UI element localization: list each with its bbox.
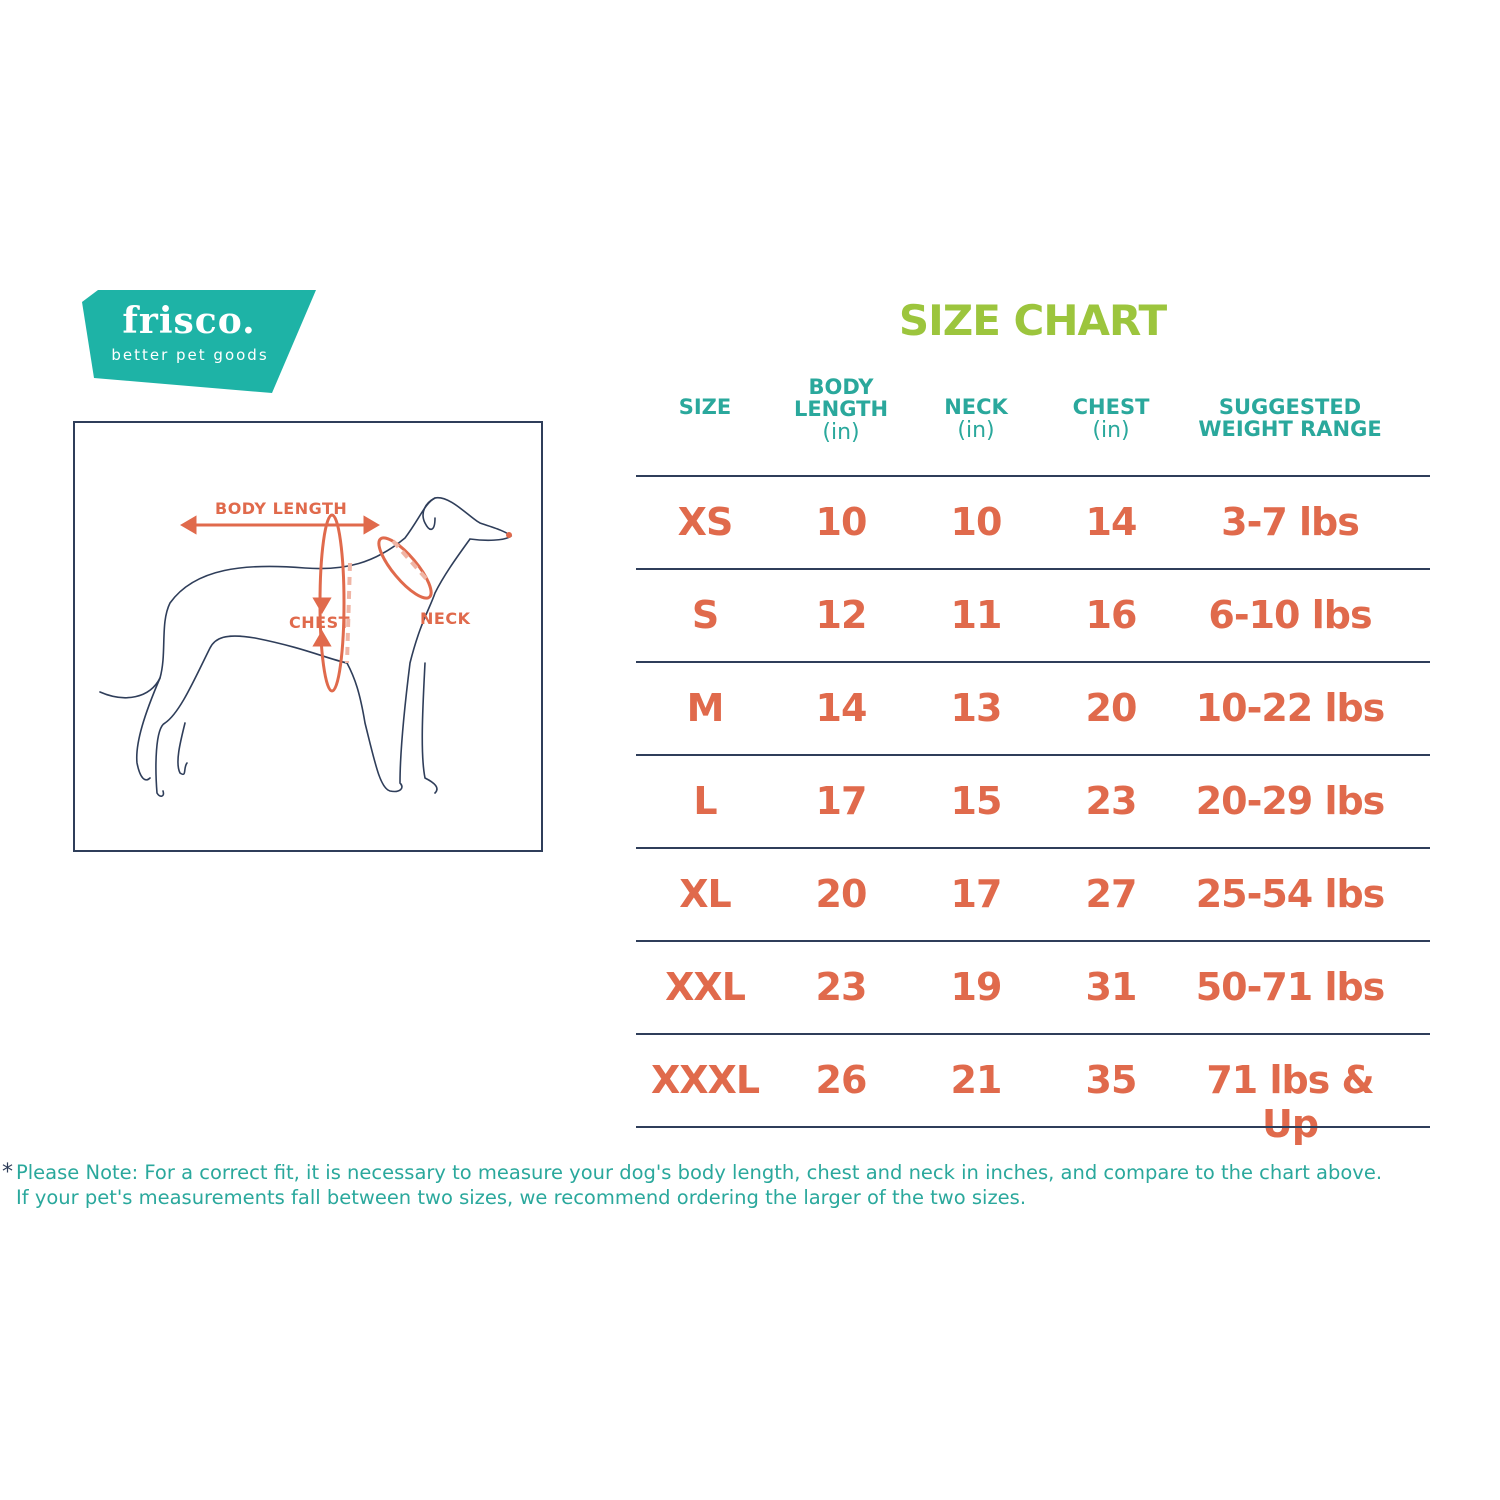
table-cell: 10 (950, 500, 1003, 544)
table-cell: 10 (815, 500, 868, 544)
table-cell: XS (677, 500, 734, 544)
header-body-length: BODY LENGTH (in) (786, 376, 896, 446)
table-cell: 27 (1085, 872, 1138, 916)
table-cell: 12 (815, 593, 868, 637)
table-cell: 26 (815, 1058, 868, 1102)
table-rule (636, 754, 1430, 756)
table-cell: 13 (950, 686, 1003, 730)
table-cell: 20 (815, 872, 868, 916)
table-cell: 35 (1085, 1058, 1138, 1102)
header-label: BODY LENGTH (793, 375, 889, 421)
table-cell: M (686, 686, 725, 730)
note-asterisk: * (2, 1160, 13, 1185)
table-cell: 23 (815, 965, 868, 1009)
header-label: CHEST (1072, 395, 1150, 419)
table-cell: 6-10 lbs (1208, 593, 1372, 637)
table-rule (636, 568, 1430, 570)
header-label: NECK (944, 395, 1008, 419)
table-cell: 3-7 lbs (1221, 500, 1360, 544)
header-label: SUGGESTED WEIGHT RANGE (1198, 395, 1382, 441)
logo-badge (82, 290, 316, 393)
table-rule (636, 847, 1430, 849)
header-weight-range: SUGGESTED WEIGHT RANGE (1185, 396, 1395, 440)
header-unit: (in) (1092, 418, 1130, 443)
header-label: SIZE (678, 395, 732, 419)
table-cell: 20-29 lbs (1195, 779, 1386, 823)
table-cell: 31 (1085, 965, 1138, 1009)
dog-illustration (99, 497, 513, 797)
chart-title: SIZE CHART (898, 296, 1167, 345)
table-cell: 71 lbs & Up (1206, 1058, 1374, 1146)
logo-tagline: better pet goods (111, 346, 269, 364)
table-cell: 14 (1085, 500, 1138, 544)
table-cell: 50-71 lbs (1195, 965, 1386, 1009)
table-cell: 15 (950, 779, 1003, 823)
table-cell: 16 (1085, 593, 1138, 637)
table-cell: 23 (1085, 779, 1138, 823)
table-cell: 11 (950, 593, 1003, 637)
note-line-2: If your pet's measurements fall between … (16, 1186, 1027, 1209)
table-rule (636, 661, 1430, 663)
table-rule (636, 1033, 1430, 1035)
header-chest: CHEST (in) (1011, 396, 1211, 444)
logo-name: frisco. (122, 300, 256, 342)
table-cell: 17 (950, 872, 1003, 916)
neck-label: NECK (420, 609, 471, 628)
table-cell: 21 (950, 1058, 1003, 1102)
table-cell: XL (679, 872, 732, 916)
table-cell: 25-54 lbs (1195, 872, 1386, 916)
table-cell: 10-22 lbs (1195, 686, 1386, 730)
table-cell: 17 (815, 779, 868, 823)
note-line-1: Please Note: For a correct fit, it is ne… (16, 1161, 1383, 1184)
header-unit: (in) (822, 420, 860, 445)
header-unit: (in) (957, 418, 995, 443)
table-cell: 19 (950, 965, 1003, 1009)
table-cell: S (691, 593, 719, 637)
header-size: SIZE (605, 396, 805, 418)
chest-label: CHEST (289, 613, 350, 632)
header-neck: NECK (in) (876, 396, 1076, 444)
table-cell: 20 (1085, 686, 1138, 730)
table-cell: L (693, 779, 717, 823)
table-rule (636, 475, 1430, 477)
body-length-label: BODY LENGTH (215, 499, 348, 518)
dog-measurement-diagram: BODY LENGTH CHEST NECK (73, 421, 543, 852)
table-rule (636, 940, 1430, 942)
table-cell: XXXL (650, 1058, 760, 1102)
frisco-logo: frisco. better pet goods (74, 290, 316, 394)
table-cell: XXL (665, 965, 746, 1009)
table-rule (636, 1126, 1430, 1128)
table-cell: 14 (815, 686, 868, 730)
